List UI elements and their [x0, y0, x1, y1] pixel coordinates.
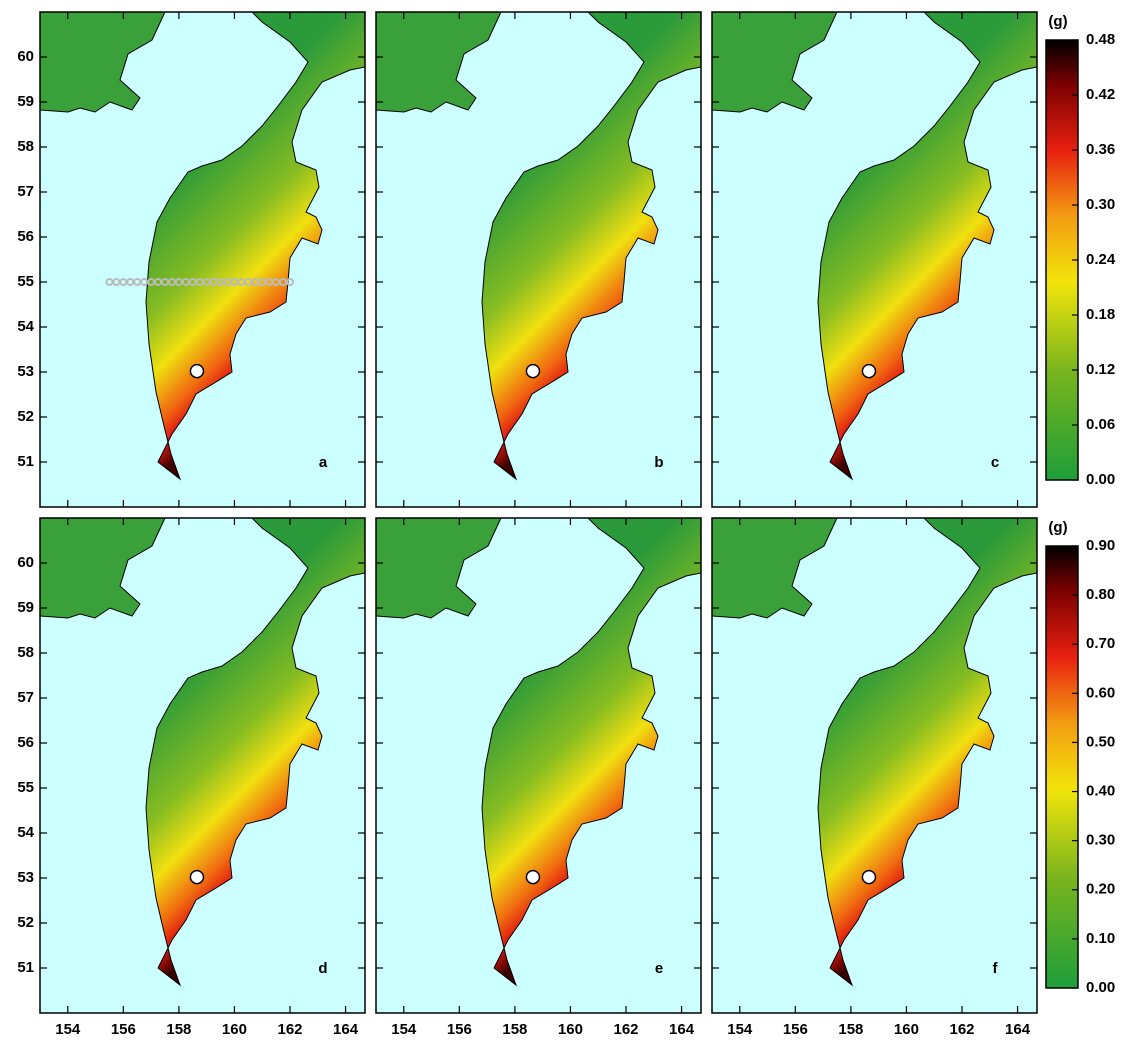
- map-area: [376, 12, 701, 507]
- colorbar-tick-label: 0.18: [1086, 306, 1115, 323]
- panel-label: b: [654, 454, 663, 471]
- x-tick-label: 156: [111, 1021, 136, 1038]
- map-panel: f 154 156 158 160 162 164: [711, 517, 1038, 1038]
- y-tick-label: 53: [17, 869, 34, 886]
- map-panel: b: [375, 11, 702, 508]
- y-tick-label: 51: [17, 959, 34, 976]
- colorbar-tick-label: 0.40: [1086, 783, 1115, 800]
- y-tick-label: 60: [17, 554, 34, 571]
- x-tick-label: 156: [783, 1021, 808, 1038]
- site-marker: [861, 869, 877, 885]
- y-tick-label: 57: [17, 183, 34, 200]
- colorbar-tick-label: 0.20: [1086, 881, 1115, 898]
- y-tick-label: 55: [17, 779, 34, 796]
- site-marker: [525, 869, 541, 885]
- x-tick-label: 162: [277, 1021, 302, 1038]
- panel-frame: [375, 517, 702, 1014]
- y-tick-label: 56: [17, 228, 34, 245]
- panel-frame: [711, 517, 1038, 1014]
- map-panel: a 51 52 53 54 55 56 57 58 59 60: [17, 11, 366, 508]
- map-panel: d 154 156 158 160 162 164 51 52 53 54 55 56 57 58 59 60: [17, 517, 366, 1038]
- x-tick-label: 160: [558, 1021, 583, 1038]
- panel-frame: [39, 517, 366, 1014]
- site-marker: [189, 363, 205, 379]
- x-tick-label: 158: [502, 1021, 527, 1038]
- x-tick-label: 158: [838, 1021, 863, 1038]
- x-tick-label: 158: [166, 1021, 191, 1038]
- colorbar-tick-label: 0.48: [1086, 31, 1115, 48]
- colorbar-tick-label: 0.00: [1086, 979, 1115, 996]
- panel-frame: [711, 11, 1038, 508]
- x-tick-label: 162: [949, 1021, 974, 1038]
- x-tick-label: 164: [333, 1021, 359, 1038]
- x-tick-label: 164: [669, 1021, 695, 1038]
- y-tick-label: 58: [17, 644, 34, 661]
- colorbar-tick-label: 0.30: [1086, 832, 1115, 849]
- site-marker: [861, 363, 877, 379]
- y-tick-label: 54: [17, 824, 34, 841]
- colorbar-tick-label: 0.24: [1086, 251, 1116, 268]
- colorbar: [1045, 545, 1079, 989]
- map-panel: c: [711, 11, 1038, 508]
- x-tick-label: 154: [727, 1021, 753, 1038]
- colorbar-tick-label: 0.90: [1086, 537, 1115, 554]
- y-tick-label: 51: [17, 453, 34, 470]
- y-tick-label: 59: [17, 599, 34, 616]
- y-tick-label: 53: [17, 363, 34, 380]
- colorbar-tick-label: 0.70: [1086, 635, 1115, 652]
- map-area: [712, 12, 1037, 507]
- colorbar-tick-label: 0.30: [1086, 196, 1115, 213]
- y-tick-label: 60: [17, 48, 34, 65]
- site-marker: [189, 869, 205, 885]
- colorbars: (g) 0.00 0.06 0.12 0.18 0.24 0.30 0.36 0.42 0.48 (…: [1045, 13, 1116, 996]
- panel-label: e: [655, 960, 663, 977]
- panel-frame: [39, 11, 366, 508]
- x-tick-label: 154: [55, 1021, 81, 1038]
- panels: a 51 52 53 54 55 56 57 58 59 60 b c d 154 156 158 160 162 1…: [17, 11, 1038, 1038]
- colorbar-tick-label: 0.06: [1086, 416, 1115, 433]
- panel-label: c: [991, 454, 999, 471]
- x-tick-label: 160: [894, 1021, 919, 1038]
- y-tick-label: 54: [17, 318, 34, 335]
- panel-frame: [375, 11, 702, 508]
- colorbar-tick-label: 0.60: [1086, 684, 1115, 701]
- colorbar-tick-label: 0.80: [1086, 586, 1115, 603]
- y-tick-label: 59: [17, 93, 34, 110]
- x-tick-label: 154: [391, 1021, 417, 1038]
- panel-label: f: [993, 960, 999, 977]
- site-marker: [525, 363, 541, 379]
- colorbar-tick-label: 0.00: [1086, 471, 1115, 488]
- colorbar-unit: (g): [1048, 519, 1067, 536]
- colorbar-tick-label: 0.10: [1086, 930, 1115, 947]
- y-tick-label: 52: [17, 408, 34, 425]
- x-tick-label: 160: [222, 1021, 247, 1038]
- map-area: [40, 518, 365, 1013]
- panel-label: a: [319, 454, 328, 471]
- y-tick-label: 56: [17, 734, 34, 751]
- colorbar-tick-label: 0.12: [1086, 361, 1115, 378]
- y-tick-label: 55: [17, 273, 34, 290]
- y-tick-label: 57: [17, 689, 34, 706]
- map-area: [376, 518, 701, 1013]
- x-tick-label: 156: [447, 1021, 472, 1038]
- y-tick-label: 52: [17, 914, 34, 931]
- x-tick-label: 164: [1005, 1021, 1031, 1038]
- colorbar-tick-label: 0.36: [1086, 141, 1115, 158]
- map-area: [712, 518, 1037, 1013]
- x-tick-label: 162: [613, 1021, 638, 1038]
- panel-label: d: [318, 960, 327, 977]
- map-area: [40, 12, 365, 507]
- profile-point: [286, 278, 294, 286]
- colorbar-tick-label: 0.50: [1086, 733, 1115, 750]
- y-tick-label: 58: [17, 138, 34, 155]
- colorbar-tick-label: 0.42: [1086, 86, 1115, 103]
- colorbar-unit: (g): [1048, 13, 1067, 30]
- map-panel: e 154 156 158 160 162 164: [375, 517, 702, 1038]
